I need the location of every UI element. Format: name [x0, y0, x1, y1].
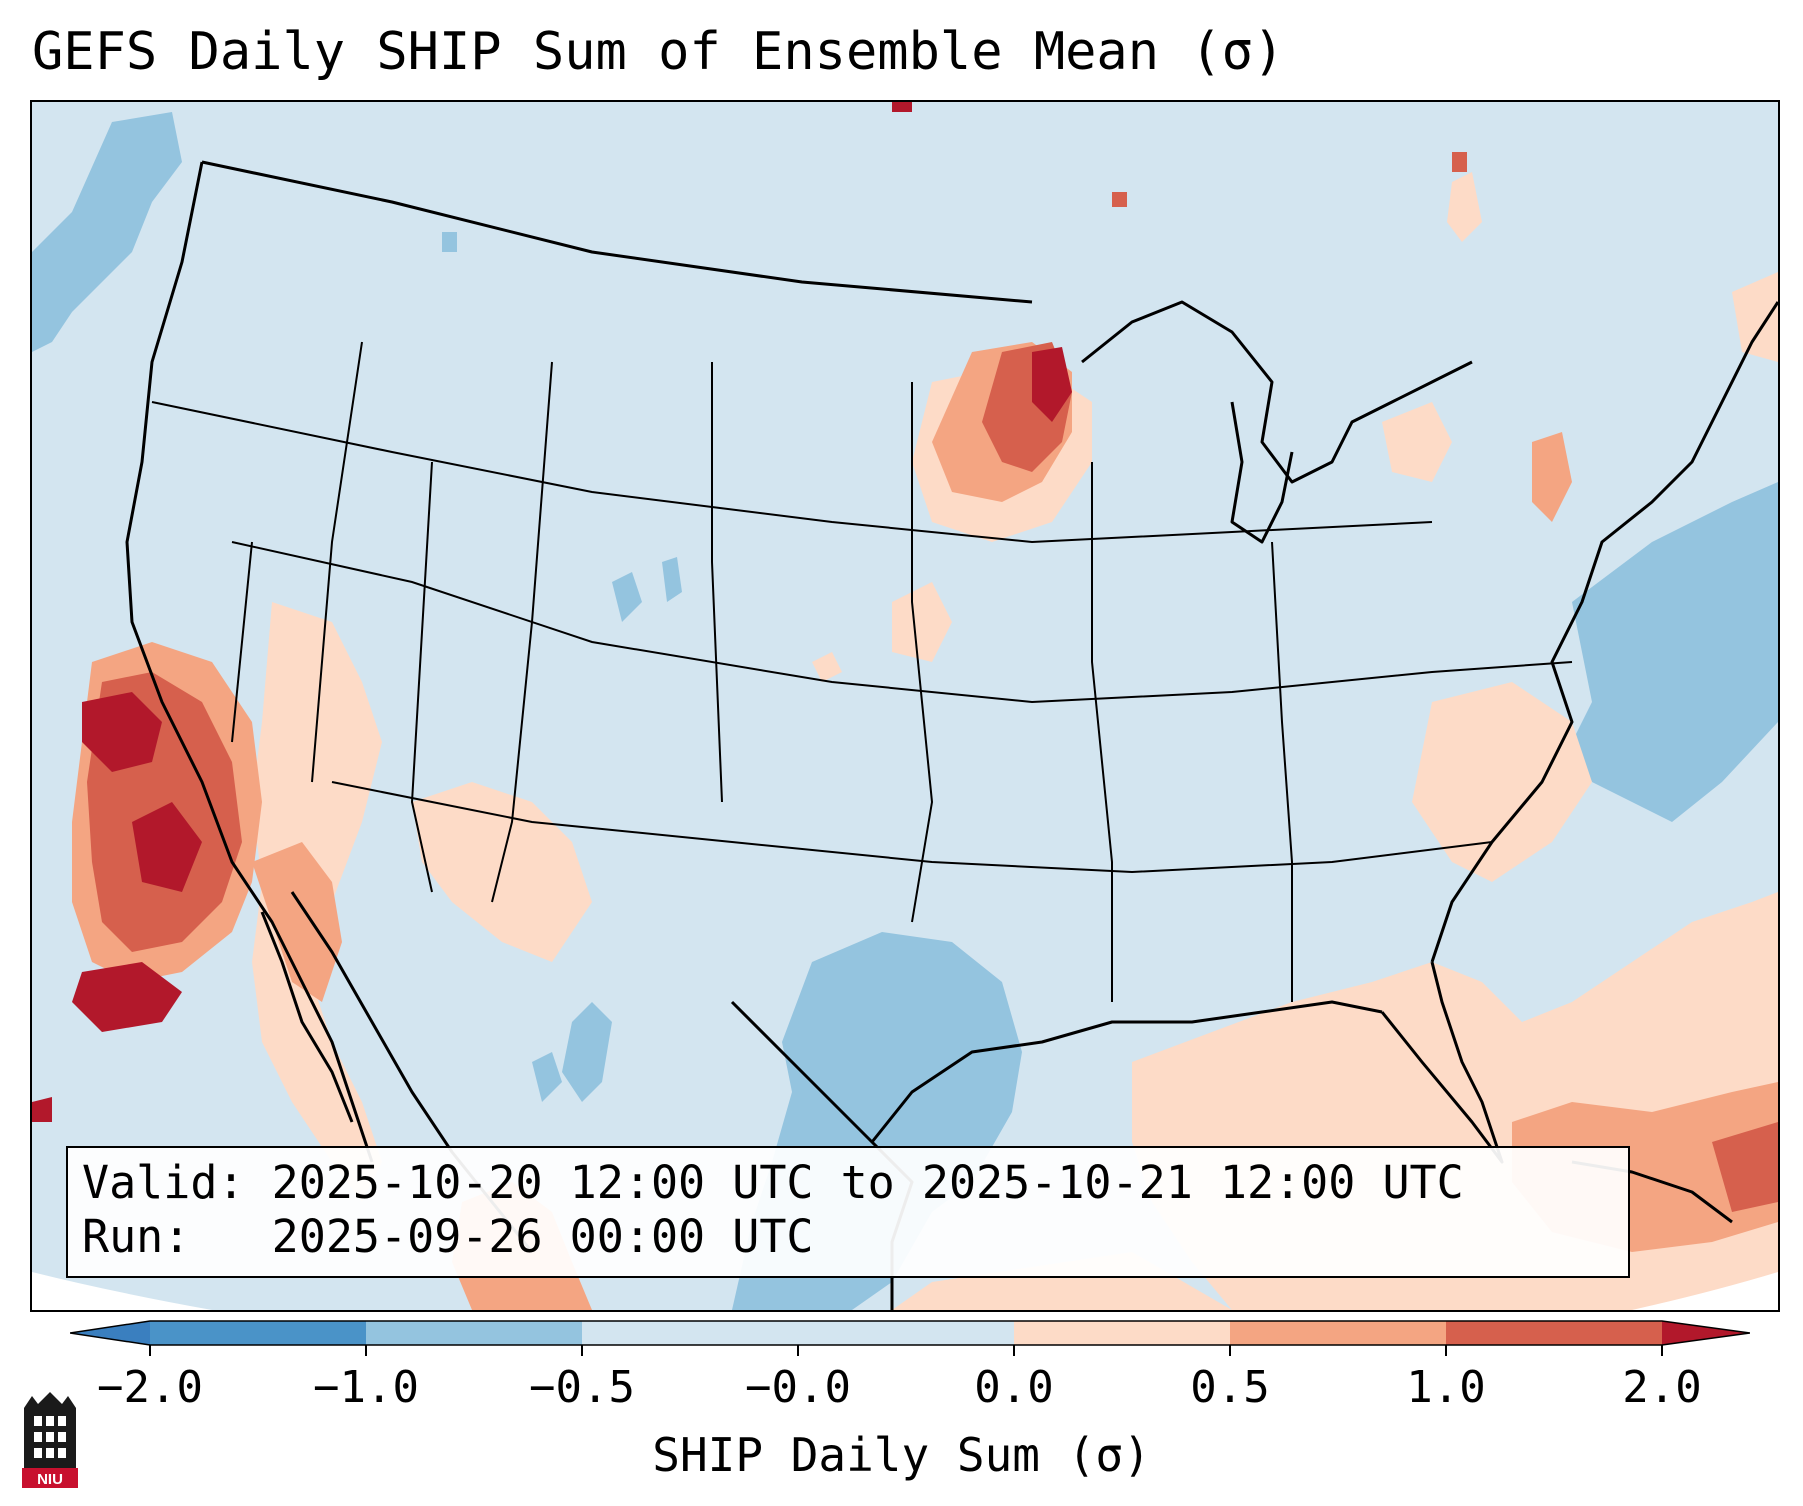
run-label: Run:	[82, 1210, 191, 1263]
colorbar-tick-label: −0.0	[745, 1362, 851, 1413]
colorbar-extend-max	[1662, 1321, 1750, 1345]
colorbar-bin	[798, 1321, 1014, 1345]
map-title: GEFS Daily SHIP Sum of Ensemble Mean (σ)	[32, 22, 1285, 82]
colorbar-bin	[1014, 1321, 1230, 1345]
colorbar	[70, 1320, 1750, 1356]
logo-text: NIU	[37, 1471, 63, 1488]
map-canvas	[32, 102, 1778, 1310]
colorbar-ticks	[149, 1345, 1663, 1356]
logo-banner	[22, 1468, 78, 1488]
colorbar-bin	[366, 1321, 582, 1345]
niu-logo: NIU	[22, 1392, 78, 1488]
colorbar-tick-label: 0.0	[974, 1362, 1054, 1413]
outside-domain	[32, 1272, 212, 1310]
colorbar-bin	[1446, 1321, 1662, 1345]
outside-domain	[1632, 1272, 1778, 1310]
run-time: 2025-09-26 00:00 UTC	[271, 1210, 814, 1263]
colorbar-label: SHIP Daily Sum (σ)	[652, 1428, 1151, 1482]
window-grid	[34, 1416, 66, 1458]
colorbar-tick-label: −0.5	[529, 1362, 635, 1413]
valid-label: Valid:	[82, 1156, 245, 1209]
colorbar-tick-label: −2.0	[97, 1362, 203, 1413]
valid-info-box: Valid: 2025-10-20 12:00 UTC to 2025-10-2…	[66, 1146, 1630, 1278]
colorbar-tick-label: −1.0	[313, 1362, 419, 1413]
extreme-positive-areas	[32, 102, 1072, 1122]
map-panel	[30, 100, 1780, 1312]
valid-range: 2025-10-20 12:00 UTC to 2025-10-21 12:00…	[271, 1156, 1464, 1209]
state-boundaries	[151, 341, 1573, 1002]
colorbar-bin	[1230, 1321, 1446, 1345]
colorbar-bin	[582, 1321, 798, 1345]
colorbar-tick-label: 1.0	[1406, 1362, 1486, 1413]
colorbar-tick-label: 0.5	[1190, 1362, 1270, 1413]
colorbar-bin	[150, 1321, 366, 1345]
colorbar-extend-min	[70, 1321, 150, 1345]
colorbar-tick-label: 2.0	[1622, 1362, 1702, 1413]
